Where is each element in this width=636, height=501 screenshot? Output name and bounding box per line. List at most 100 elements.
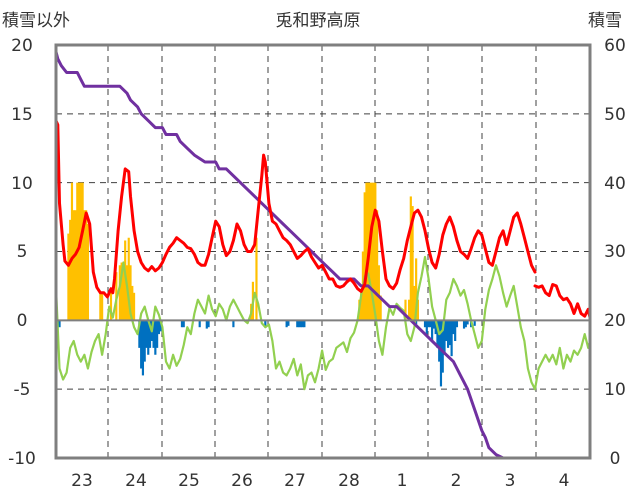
precip-bar — [363, 192, 366, 321]
precip-bar — [72, 210, 75, 321]
precip-bar — [118, 265, 121, 321]
negative-bar — [287, 320, 290, 326]
negative-bar — [141, 320, 145, 376]
negative-bar — [148, 320, 152, 348]
negative-bar — [143, 320, 146, 362]
precip-bar — [67, 233, 70, 321]
negative-bar — [140, 320, 143, 369]
negative-bar — [423, 320, 427, 328]
grid — [56, 45, 590, 458]
x-tick-label: 26 — [231, 471, 253, 491]
precip-bar — [127, 237, 130, 321]
precip-bar — [122, 265, 125, 321]
negative-bar — [264, 320, 267, 326]
negative-bar — [473, 320, 476, 326]
precip-bar — [377, 265, 380, 321]
negative-bar — [232, 320, 235, 328]
precip-bar — [69, 219, 72, 321]
negative-bar — [439, 320, 443, 387]
x-tick-label: 1 — [397, 471, 408, 491]
negative-bar — [299, 320, 302, 328]
negative-bar — [180, 320, 184, 328]
right-tick-label: 0 — [610, 449, 621, 469]
precip-bar — [81, 182, 84, 321]
negative-bar — [285, 320, 288, 328]
precip-bar — [372, 182, 375, 321]
x-tick-label: 23 — [71, 471, 93, 491]
precip-bar — [379, 295, 382, 321]
precip-bar — [255, 237, 258, 321]
negative-bar — [455, 320, 459, 328]
negative-bar — [427, 320, 430, 328]
x-tick-label: 2 — [451, 471, 462, 491]
precip-bar — [416, 299, 420, 321]
temperature-line — [54, 119, 537, 299]
negative-bar — [152, 320, 155, 348]
precip-bar — [413, 285, 416, 321]
precip-bar — [86, 223, 90, 321]
negative-bar — [441, 320, 444, 373]
precip-bar — [132, 292, 136, 321]
negative-bar — [301, 320, 304, 328]
precip-bar — [101, 292, 104, 321]
x-tick-label: 25 — [178, 471, 200, 491]
precip-bar — [85, 210, 88, 321]
negative-bars — [58, 320, 476, 387]
negative-bar — [147, 320, 150, 355]
x-tick-label: 4 — [559, 471, 570, 491]
x-tick-label: 28 — [338, 471, 360, 491]
x-tick-label: 24 — [125, 471, 147, 491]
left-tick-label: 20 — [11, 36, 33, 56]
negative-bar — [159, 320, 162, 332]
negative-bar — [296, 320, 299, 328]
precip-bar — [129, 265, 132, 321]
negative-bar — [448, 320, 451, 346]
humidity-line — [54, 255, 592, 391]
negative-bar — [157, 320, 160, 335]
negative-bar — [466, 320, 469, 325]
right-axis-title: 積雪 — [588, 11, 622, 31]
negative-bar — [207, 320, 210, 328]
precip-bar — [409, 196, 412, 321]
negative-bar — [454, 320, 457, 341]
left-tick-label: 15 — [11, 105, 33, 125]
precip-bar — [404, 299, 407, 321]
negative-bar — [431, 320, 434, 341]
right-axis-ticks: 60 50 40 30 20 10 0 — [604, 36, 626, 469]
negative-bar — [434, 320, 437, 335]
negative-bar — [58, 320, 61, 328]
precip-bar — [120, 262, 123, 321]
right-tick-label: 30 — [604, 242, 626, 262]
precip-bar — [83, 210, 86, 321]
negative-bar — [429, 320, 432, 328]
right-tick-label: 50 — [604, 105, 626, 125]
negative-bar — [303, 320, 306, 328]
precip-bar — [411, 206, 414, 321]
right-tick-label: 20 — [604, 311, 626, 331]
negative-bar — [445, 320, 448, 341]
precip-bar — [70, 182, 74, 321]
negative-bar — [464, 320, 467, 328]
negative-bar — [446, 320, 450, 348]
precip-bar — [79, 182, 82, 321]
precip-bar — [360, 292, 363, 321]
left-tick-label: 5 — [17, 242, 28, 262]
left-tick-label: 0 — [17, 311, 28, 331]
negative-bar — [432, 320, 435, 329]
left-tick-label: -5 — [14, 380, 31, 400]
left-tick-label: -10 — [8, 449, 36, 469]
left-axis-title: 積雪以外 — [2, 11, 70, 31]
negative-bar — [198, 320, 201, 328]
precip-bar — [365, 182, 368, 321]
precip-bar — [74, 210, 77, 321]
negative-bar — [462, 320, 466, 329]
right-tick-label: 60 — [604, 36, 626, 56]
negative-bar — [154, 320, 157, 355]
x-axis-ticks: 23 24 25 26 27 28 1 2 3 4 — [71, 471, 569, 491]
precip-bar — [109, 288, 113, 321]
right-tick-label: 40 — [604, 174, 626, 194]
negative-bar — [452, 320, 455, 335]
